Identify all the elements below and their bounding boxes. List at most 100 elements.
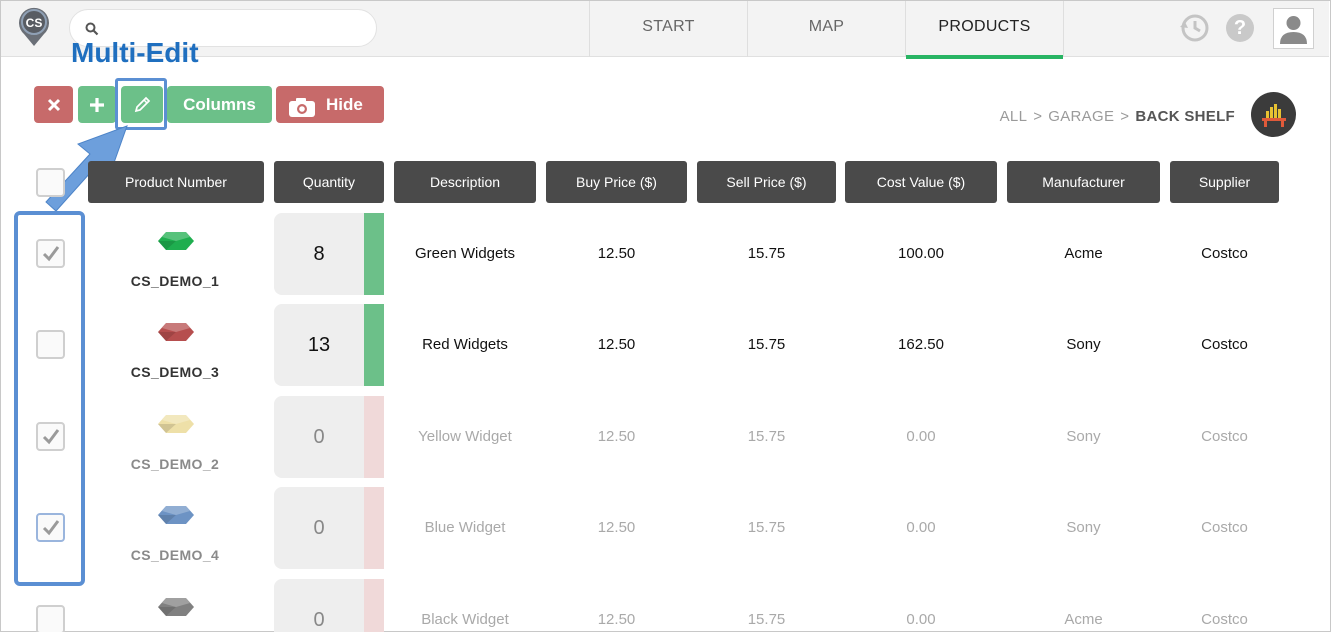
manufacturer-cell[interactable]: Acme — [1064, 611, 1103, 628]
app-logo[interactable]: CS — [17, 7, 51, 47]
pencil-icon — [134, 96, 151, 113]
stock-status-bar — [364, 487, 384, 569]
manufacturer-cell[interactable]: Acme — [1064, 245, 1103, 262]
sell-price-cell[interactable]: 15.75 — [747, 519, 786, 536]
product-gem-icon — [158, 232, 194, 250]
row-checkbox[interactable] — [36, 422, 65, 451]
top-bar: CS START MAP PRODUCTS ? — [1, 1, 1329, 59]
table-row[interactable]: CS_DEMO_4 0 Blue Widget 12.50 15.75 0.00 Sony C… — [0, 487, 1331, 569]
header-manufacturer[interactable]: Manufacturer — [1007, 161, 1160, 203]
buy-price-cell[interactable]: 12.50 — [597, 336, 636, 353]
cost-value-cell: 0.00 — [906, 611, 936, 628]
location-avatar[interactable] — [1251, 92, 1296, 137]
quantity-value[interactable]: 0 — [313, 517, 325, 539]
quantity-value[interactable]: 0 — [313, 426, 325, 448]
description-cell[interactable]: Yellow Widget — [418, 428, 512, 445]
quantity-value[interactable]: 8 — [313, 243, 325, 265]
help-icon[interactable]: ? — [1226, 14, 1254, 42]
cost-value-cell: 162.50 — [898, 336, 944, 353]
table-row[interactable]: CS_DEMO_3 13 Red Widgets 12.50 15.75 162.50 So… — [0, 304, 1331, 386]
add-button[interactable] — [78, 86, 116, 123]
search-bar[interactable] — [69, 9, 377, 47]
product-number[interactable]: CS_DEMO_4 — [130, 547, 220, 563]
product-gem-icon — [158, 598, 194, 616]
header-description[interactable]: Description — [394, 161, 536, 203]
breadcrumb-current: BACK SHELF — [1135, 108, 1235, 125]
buy-price-cell[interactable]: 12.50 — [597, 428, 636, 445]
header-cost-value[interactable]: Cost Value ($) — [845, 161, 997, 203]
cost-value-cell: 100.00 — [898, 245, 944, 262]
history-icon[interactable] — [1178, 12, 1210, 44]
camera-icon — [288, 94, 316, 117]
delete-button[interactable] — [34, 86, 73, 123]
description-cell[interactable]: Green Widgets — [414, 245, 516, 262]
breadcrumb-garage[interactable]: GARAGE — [1048, 108, 1115, 125]
sell-price-cell[interactable]: 15.75 — [747, 611, 786, 628]
close-icon — [47, 98, 60, 112]
user-avatar-icon[interactable] — [1273, 8, 1314, 49]
manufacturer-cell[interactable]: Sony — [1066, 336, 1101, 353]
table-row[interactable]: CS_DEMO_1 8 Green Widgets 12.50 15.75 100.00 A… — [0, 213, 1331, 295]
description-cell[interactable]: Blue Widget — [424, 519, 506, 536]
header-product-number[interactable]: Product Number — [88, 161, 264, 203]
header-supplier[interactable]: Supplier — [1170, 161, 1279, 203]
supplier-cell[interactable]: Costco — [1201, 428, 1248, 445]
manufacturer-cell[interactable]: Sony — [1066, 519, 1101, 536]
row-checkbox[interactable] — [36, 239, 65, 268]
breadcrumb-separator: > — [1033, 108, 1043, 125]
app-logo-text: CS — [26, 16, 43, 30]
quantity-value[interactable]: 0 — [313, 609, 325, 631]
columns-button[interactable]: Columns — [167, 86, 272, 123]
sell-price-cell[interactable]: 15.75 — [747, 428, 786, 445]
supplier-cell[interactable]: Costco — [1201, 336, 1248, 353]
buy-price-cell[interactable]: 12.50 — [597, 245, 636, 262]
quantity-cell: 0 — [274, 487, 384, 569]
multi-edit-button[interactable] — [121, 86, 163, 123]
supplier-cell[interactable]: Costco — [1201, 519, 1248, 536]
manufacturer-cell[interactable]: Sony — [1066, 428, 1101, 445]
tab-start[interactable]: START — [589, 1, 747, 57]
product-number[interactable]: CS_DEMO_2 — [130, 456, 220, 472]
buy-price-cell[interactable]: 12.50 — [597, 611, 636, 628]
select-all-checkbox[interactable] — [36, 168, 65, 197]
cost-value-cell: 0.00 — [906, 428, 936, 445]
tab-map[interactable]: MAP — [747, 1, 905, 57]
description-cell[interactable]: Red Widgets — [422, 336, 508, 353]
sell-price-cell[interactable]: 15.75 — [747, 336, 786, 353]
row-checkbox[interactable] — [36, 513, 65, 542]
supplier-cell[interactable]: Costco — [1201, 611, 1248, 628]
description-cell[interactable]: Black Widget — [421, 611, 509, 628]
product-gem-icon — [158, 506, 194, 524]
table-row[interactable]: 0 Black Widget 12.50 15.75 0.00 Acme Costco — [0, 579, 1331, 632]
buy-price-cell[interactable]: 12.50 — [597, 519, 636, 536]
breadcrumb-all[interactable]: ALL — [999, 108, 1028, 125]
breadcrumb: ALL > GARAGE > BACK SHELF — [1000, 108, 1235, 125]
product-number[interactable]: CS_DEMO_3 — [130, 364, 220, 380]
header-quantity[interactable]: Quantity — [274, 161, 384, 203]
tab-products[interactable]: PRODUCTS — [905, 1, 1064, 59]
product-gem-icon — [158, 415, 194, 433]
quantity-cell: 13 — [274, 304, 384, 386]
quantity-cell: 0 — [274, 396, 384, 478]
quantity-cell: 8 — [274, 213, 384, 295]
stock-status-bar — [364, 213, 384, 295]
row-checkbox[interactable] — [36, 330, 65, 359]
cost-value-cell: 0.00 — [906, 519, 936, 536]
multi-edit-highlight — [115, 78, 167, 130]
sell-price-cell[interactable]: 15.75 — [747, 245, 786, 262]
supplier-cell[interactable]: Costco — [1201, 245, 1248, 262]
header-sell-price[interactable]: Sell Price ($) — [697, 161, 836, 203]
stock-status-bar — [364, 396, 384, 478]
quantity-value[interactable]: 13 — [307, 334, 331, 356]
product-number[interactable]: CS_DEMO_1 — [130, 273, 220, 289]
hide-label: Hide — [326, 95, 363, 114]
quantity-cell: 0 — [274, 579, 384, 632]
stock-status-bar — [364, 579, 384, 632]
header-buy-price[interactable]: Buy Price ($) — [546, 161, 687, 203]
product-gem-icon — [158, 323, 194, 341]
row-checkbox[interactable] — [36, 605, 65, 632]
plus-icon — [90, 98, 104, 112]
table-row[interactable]: CS_DEMO_2 0 Yellow Widget 12.50 15.75 0.00 Son… — [0, 396, 1331, 478]
multi-edit-annotation: Multi-Edit — [71, 37, 199, 68]
hide-button[interactable]: Hide — [276, 86, 384, 123]
